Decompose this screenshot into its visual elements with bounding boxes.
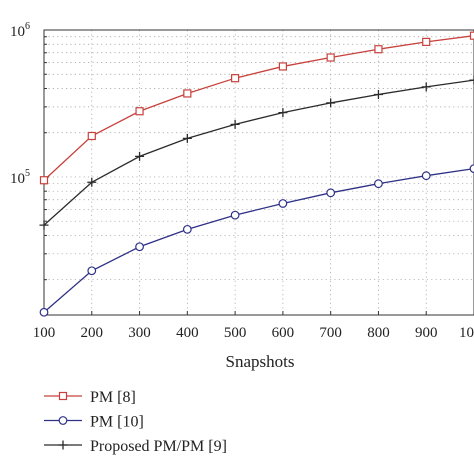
data-point — [87, 131, 96, 141]
series-1 — [39, 31, 474, 185]
data-point — [39, 220, 49, 230]
x-tick-label: 600 — [272, 325, 295, 341]
data-point — [135, 107, 144, 116]
data-point — [39, 307, 49, 317]
data-point — [182, 224, 192, 234]
data-point — [231, 74, 240, 83]
data-point — [183, 89, 192, 98]
data-point — [326, 188, 336, 198]
x-tick-label: 100 — [33, 325, 56, 341]
data-point — [278, 199, 288, 208]
data-point — [421, 82, 431, 92]
data-point — [469, 164, 474, 173]
x-axis-label: Snapshots — [226, 352, 295, 371]
legend-label: PM [10] — [90, 414, 144, 431]
data-point — [230, 210, 240, 220]
data-point — [373, 90, 383, 100]
data-point — [326, 53, 335, 62]
data-point — [326, 98, 336, 108]
legend-swatch-marker — [58, 416, 68, 425]
y-tick-label: 105 — [10, 168, 30, 187]
x-tick-label: 300 — [128, 325, 151, 341]
x-tick-label: 200 — [81, 325, 104, 341]
legend-item: PM [10] — [44, 414, 144, 431]
series-layer — [39, 31, 474, 317]
legend-label: Proposed PM/PM [9] — [90, 438, 227, 455]
data-point — [421, 171, 431, 181]
series-line — [43, 35, 474, 181]
data-point — [469, 31, 474, 40]
data-point — [39, 176, 49, 185]
data-point — [87, 177, 97, 187]
series-line — [43, 79, 474, 226]
legend: PM [8] PM [10] Proposed PM/PM [9] — [44, 389, 227, 455]
x-tick-label: 500 — [224, 325, 247, 341]
data-point — [374, 179, 383, 189]
data-point — [278, 62, 287, 71]
x-tick-label: 1000 — [459, 325, 474, 341]
data-point — [135, 151, 145, 161]
x-tick-label: 800 — [367, 325, 390, 341]
data-point — [230, 119, 240, 129]
y-tick-label: 106 — [10, 21, 30, 40]
data-point — [87, 266, 97, 276]
data-point — [182, 133, 192, 143]
data-point — [374, 45, 383, 54]
x-tick-label: 400 — [176, 325, 199, 341]
series-3 — [39, 75, 474, 230]
x-tick-label: 900 — [415, 325, 438, 341]
legend-swatch-marker — [58, 391, 68, 401]
plot-frame — [43, 29, 474, 316]
legend-label: PM [8] — [90, 389, 136, 406]
data-point — [135, 242, 144, 252]
legend-swatch-marker — [58, 440, 68, 450]
axes: 100 200 300 400 500 600 700 800 900 1000 105 106 — [10, 21, 474, 341]
data-point — [278, 108, 288, 118]
series-line — [43, 167, 474, 313]
series-2 — [39, 164, 474, 317]
data-point — [422, 37, 431, 46]
legend-item: PM [8] — [44, 389, 136, 406]
x-tick-label: 700 — [319, 325, 342, 341]
data-point — [469, 75, 474, 85]
legend-item: Proposed PM/PM [9] — [44, 438, 227, 455]
